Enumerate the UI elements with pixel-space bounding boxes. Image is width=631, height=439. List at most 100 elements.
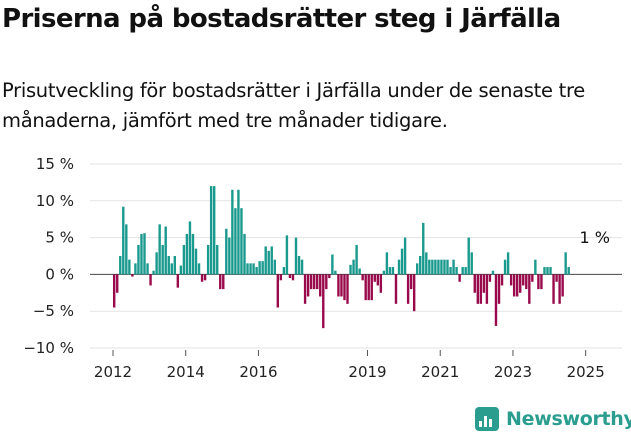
y-axis: −10 % −5 % 0 % 5 % 10 % 15 % [23, 155, 74, 357]
bar [325, 274, 328, 290]
bar [397, 259, 401, 275]
bar [555, 274, 558, 282]
bar [537, 274, 540, 290]
bar [219, 274, 222, 290]
bar [519, 274, 522, 293]
bar [391, 267, 395, 275]
bar [494, 274, 498, 326]
bar [261, 261, 264, 275]
bar-chart-logo-icon [475, 407, 499, 431]
bar [282, 267, 286, 275]
bar [376, 274, 380, 286]
bar [440, 259, 443, 275]
y-tick-label: −10 % [23, 339, 74, 357]
bar [431, 259, 434, 275]
bar [249, 263, 252, 275]
bar [379, 274, 383, 293]
chart-subtitle: Prisutveckling för bostadsrätter i Järfä… [2, 79, 585, 132]
bar [258, 261, 261, 275]
bar [412, 274, 416, 312]
bar [449, 267, 452, 275]
bar [306, 274, 310, 297]
annotation-label: 1 % [580, 228, 610, 247]
bar [328, 274, 331, 279]
bar [567, 267, 570, 275]
bar [406, 274, 410, 304]
bar [491, 270, 495, 275]
bar [297, 256, 301, 275]
x-axis: 2012 2014 2016 2019 2021 2023 2025 [94, 350, 605, 381]
newsworthy-logo: Newsworthy [475, 407, 631, 431]
y-tick-label: −5 % [33, 302, 74, 320]
bar [267, 250, 270, 275]
bar [143, 233, 146, 275]
bar [322, 274, 325, 329]
bar [173, 256, 176, 275]
bar [131, 274, 134, 277]
bar [394, 274, 398, 304]
bar [512, 274, 516, 297]
bar [352, 259, 355, 275]
bar [194, 248, 198, 275]
bar [464, 267, 467, 275]
bar [358, 268, 361, 275]
bar [122, 206, 125, 275]
y-tick-label: 5 % [45, 229, 74, 247]
bar [382, 270, 386, 275]
bar [203, 274, 207, 281]
x-tick-label: 2025 [567, 363, 605, 381]
bar [479, 274, 483, 304]
bar [134, 263, 137, 275]
bar [337, 274, 340, 297]
bar [200, 274, 204, 282]
bar [128, 259, 131, 275]
bar [367, 274, 370, 301]
bar [185, 233, 189, 275]
y-tick-label: 15 % [36, 155, 74, 173]
bar [309, 274, 313, 290]
bar [361, 274, 364, 281]
bar [497, 274, 501, 304]
bar [419, 256, 422, 275]
bar [355, 244, 358, 275]
bar [525, 274, 528, 290]
bar [564, 252, 567, 275]
bar [225, 228, 228, 275]
bar [388, 267, 392, 275]
bar [515, 274, 519, 297]
bar [400, 248, 404, 275]
bar [191, 233, 195, 275]
bar [155, 252, 158, 275]
bar [437, 259, 440, 275]
bar [528, 274, 531, 304]
bar [291, 274, 295, 281]
bar [470, 252, 473, 275]
bar [140, 233, 143, 275]
bar [212, 186, 216, 275]
x-tick-label: 2019 [348, 363, 386, 381]
bar [461, 267, 464, 275]
bar [116, 274, 119, 293]
bar [182, 244, 186, 275]
x-tick-label: 2021 [421, 363, 459, 381]
bar [197, 263, 201, 275]
bar [188, 221, 192, 275]
annotation: 1 % [580, 228, 610, 247]
bar [137, 244, 140, 275]
bar [349, 264, 352, 275]
bar [409, 274, 413, 290]
bar [434, 259, 437, 275]
bar [303, 274, 307, 304]
bar [237, 189, 240, 275]
bar [113, 274, 116, 308]
bar [312, 274, 316, 290]
bar [285, 235, 289, 275]
bar [364, 274, 367, 301]
bar [252, 263, 255, 275]
bar [234, 208, 237, 275]
bar [482, 274, 486, 293]
bar [373, 274, 376, 282]
bar [558, 274, 561, 304]
bar [403, 237, 407, 275]
bar [152, 270, 155, 275]
